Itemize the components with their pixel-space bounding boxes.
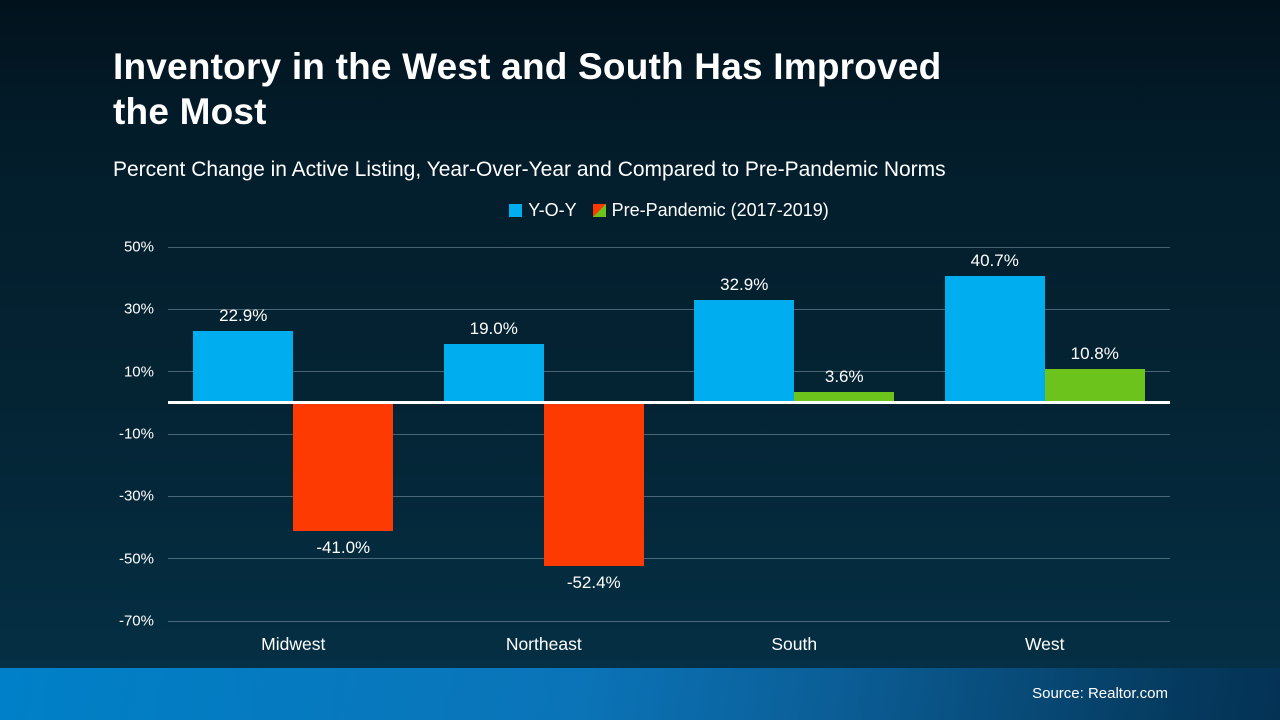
y-axis-tick-label: 10%	[123, 363, 154, 381]
bar-south-yoy	[694, 300, 795, 403]
x-axis-label-west: West	[1024, 634, 1065, 654]
data-label-west-yoy: 40.7%	[970, 250, 1019, 270]
footer-bar: Source: Realtor.com	[0, 668, 1280, 720]
gridline--70	[168, 620, 1170, 622]
gridline-50	[168, 246, 1170, 248]
x-axis-label-midwest: Midwest	[261, 634, 326, 654]
source-text: Source: Realtor.com	[1032, 685, 1168, 702]
data-label-northeast-yoy: 19.0%	[469, 318, 518, 338]
legend-item-yoy: Y-O-Y	[509, 200, 577, 221]
y-axis-tick-label: -10%	[118, 425, 154, 443]
bar-south-pre-pandemic	[794, 391, 895, 403]
chart-subtitle: Percent Change in Active Listing, Year-O…	[113, 158, 946, 181]
y-axis-tick-label: -30%	[118, 487, 154, 505]
title-line-1: Inventory in the West and South Has Impr…	[113, 46, 942, 87]
zero-axis-line	[168, 401, 1170, 405]
legend-swatch-icon	[509, 204, 523, 217]
y-axis-tick-label: 50%	[123, 238, 154, 256]
bar-northeast-pre-pandemic	[543, 402, 644, 567]
data-label-midwest-pre-pandemic: -41.0%	[316, 537, 371, 557]
legend-label: Pre-Pandemic (2017-2019)	[611, 200, 829, 220]
gridline-10	[168, 371, 1170, 373]
bar-west-yoy	[944, 275, 1045, 403]
bar-northeast-yoy	[443, 343, 544, 403]
gridline--30	[168, 495, 1170, 497]
title-line-2: the Most	[113, 91, 267, 132]
data-label-south-yoy: 32.9%	[720, 275, 769, 295]
x-axis-label-northeast: Northeast	[505, 634, 582, 654]
page-title: Inventory in the West and South Has Impr…	[113, 44, 1113, 134]
gridline-30	[168, 308, 1170, 310]
data-label-south-pre-pandemic: 3.6%	[824, 366, 864, 386]
y-axis-tick-label: 30%	[123, 300, 154, 318]
gridline--10	[168, 433, 1170, 435]
chart-legend: Y-O-Y Pre-Pandemic (2017-2019)	[168, 200, 1170, 221]
gridline--50	[168, 558, 1170, 560]
y-axis-tick-label: -70%	[118, 612, 154, 630]
bar-midwest-pre-pandemic	[293, 402, 394, 531]
data-label-midwest-yoy: 22.9%	[219, 306, 268, 326]
legend-item-pre-pandemic: Pre-Pandemic (2017-2019)	[592, 200, 829, 221]
legend-swatch-icon	[592, 204, 606, 217]
data-label-northeast-pre-pandemic: -52.4%	[566, 573, 621, 593]
bar-midwest-yoy	[193, 331, 294, 403]
data-label-west-pre-pandemic: 10.8%	[1070, 344, 1119, 364]
x-axis-label-south: South	[771, 634, 818, 654]
legend-label: Y-O-Y	[528, 200, 577, 220]
plot-area: 50% 30% 10% -10% -30% -50% -70% 22.9% -41.0% Midw…	[119, 239, 1170, 654]
y-axis-tick-label: -50%	[118, 550, 154, 568]
bar-west-pre-pandemic	[1044, 369, 1145, 403]
